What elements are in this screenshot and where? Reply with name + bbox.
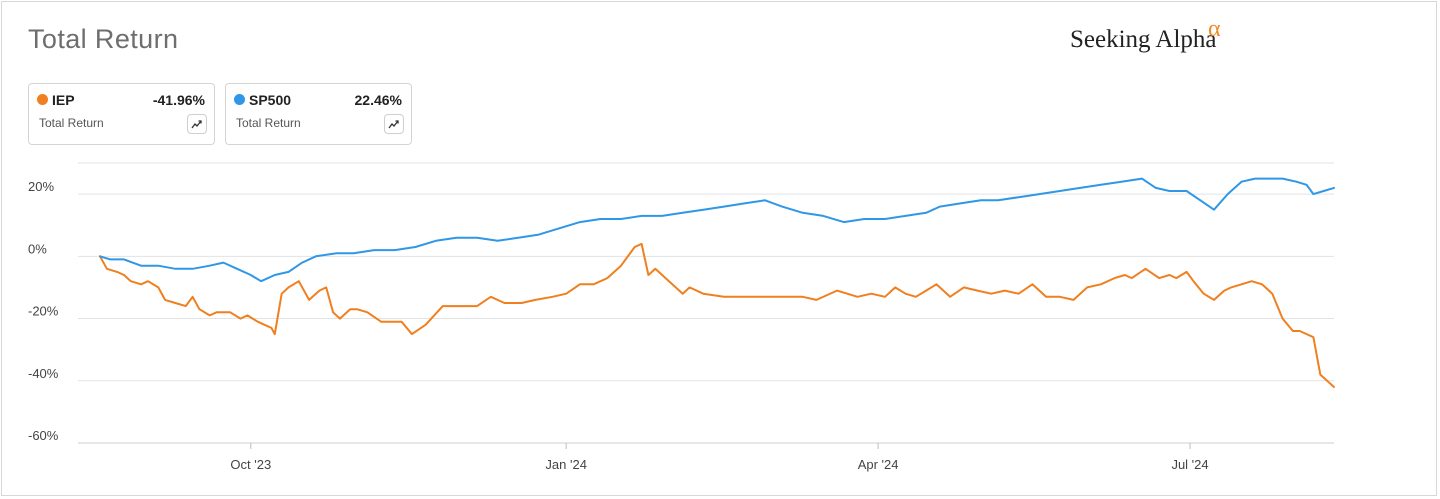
x-tick-label: Apr '24: [858, 457, 899, 472]
x-tick-label: Oct '23: [230, 457, 271, 472]
y-tick-label: -60%: [28, 428, 59, 443]
trend-chart-button[interactable]: [187, 114, 207, 134]
y-tick-label: 20%: [28, 179, 54, 194]
legend-return-value: 22.46%: [354, 92, 402, 108]
y-tick-label: -40%: [28, 366, 59, 381]
legend-card-sp500[interactable]: SP500 22.46% Total Return: [225, 83, 412, 145]
series-line-iep: [99, 242, 1335, 388]
series-color-dot: [234, 94, 245, 105]
x-tick-label: Jan '24: [545, 457, 587, 472]
trend-chart-icon: [388, 120, 399, 129]
legend-card-iep[interactable]: IEP -41.96% Total Return: [28, 83, 215, 145]
legend-return-value: -41.96%: [152, 92, 205, 108]
y-tick-label: -20%: [28, 304, 59, 319]
x-tick-label: Jul '24: [1171, 457, 1208, 472]
brand-alpha-mark: α: [1208, 16, 1221, 42]
legend-ticker: SP500: [249, 92, 292, 108]
trend-chart-icon: [191, 120, 202, 129]
legend-subtitle: Total Return: [236, 116, 301, 130]
series-line-sp500: [99, 177, 1335, 283]
legend-ticker: IEP: [52, 92, 75, 108]
page-title: Total Return: [28, 24, 179, 54]
legend-subtitle: Total Return: [39, 116, 104, 130]
y-tick-label: 0%: [28, 241, 47, 256]
series-color-dot: [37, 94, 48, 105]
trend-chart-button[interactable]: [384, 114, 404, 134]
brand-logo: Seeking Alpha: [1070, 26, 1217, 53]
